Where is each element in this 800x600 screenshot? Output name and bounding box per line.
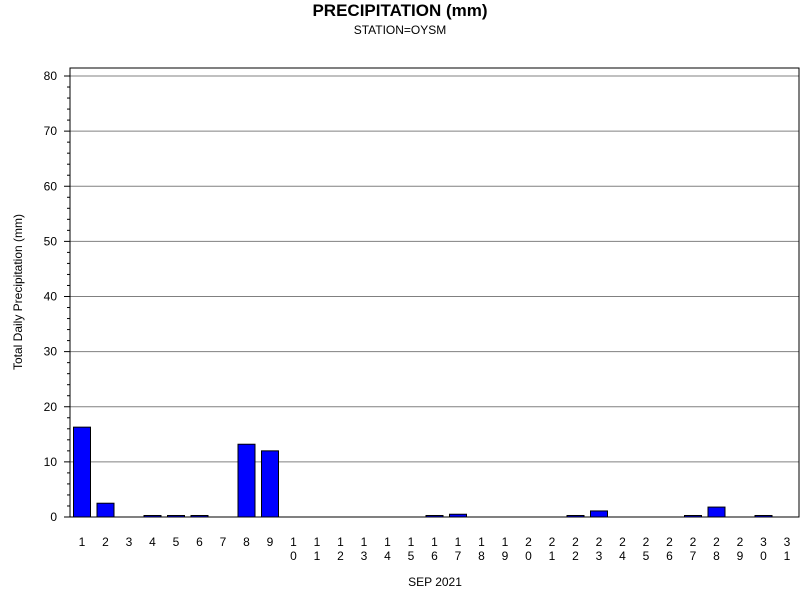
y-tick-label: 50 [44, 234, 58, 248]
x-axis-label: SEP 2021 [408, 575, 462, 589]
x-tick-label: 3 [126, 535, 133, 549]
bar-day-28 [707, 506, 726, 518]
y-tick-label: 40 [44, 290, 58, 304]
x-tick-label: 6 [196, 535, 203, 549]
chart-subtitle: STATION=OYSM [353, 23, 447, 37]
x-tick-label: 4 [149, 535, 156, 549]
bar-series [73, 426, 773, 518]
axes [64, 67, 800, 518]
x-tick-labels: 1 2 3 4 5 6 7 8 9 1 01 11 21 31 41 51 61 71 81 92 02 12 22 32 42… [79, 535, 791, 563]
x-tick-label: 7 [220, 535, 227, 549]
bar-day-8 [237, 443, 256, 518]
y-tick-label: 0 [50, 510, 57, 524]
y-tick-labels: 0 10 20 30 40 50 60 70 80 [44, 69, 58, 524]
x-tick-label: 2 [102, 535, 109, 549]
x-tick-label: 1 [79, 535, 86, 549]
y-tick-label: 60 [44, 179, 58, 193]
bar-day-9 [261, 450, 279, 518]
y-tick-label: 30 [44, 345, 58, 359]
x-tick-label: 8 [243, 535, 250, 549]
chart-title: PRECIPITATION (mm) [312, 1, 488, 20]
bar-day-1 [73, 426, 91, 518]
bar-day-2 [96, 502, 115, 518]
grid-lines [70, 75, 799, 463]
y-tick-label: 20 [44, 400, 58, 414]
bar-day-23 [590, 510, 608, 518]
x-tick-label: 5 [173, 535, 180, 549]
x-tick-label: 9 [267, 535, 274, 549]
y-tick-label: 10 [44, 455, 58, 469]
y-tick-label: 70 [44, 124, 58, 138]
plot-frame [69, 67, 800, 518]
y-tick-label: 80 [44, 69, 58, 83]
